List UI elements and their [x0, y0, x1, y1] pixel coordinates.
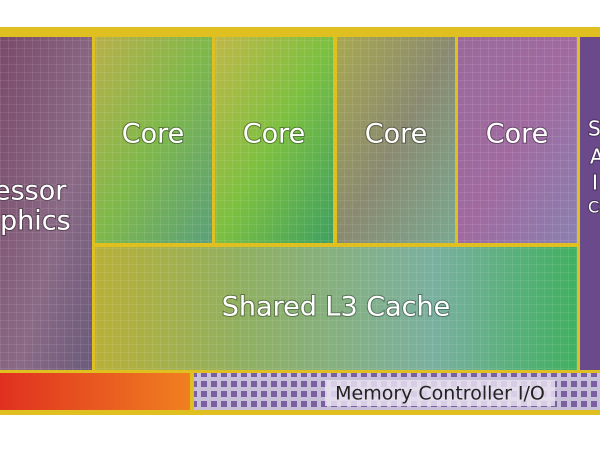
io-strip — [0, 373, 190, 410]
agent-region — [580, 37, 600, 370]
memory-label: Memory Controller I/O — [335, 383, 545, 405]
core-label: Core — [486, 119, 549, 150]
agent-label: C — [588, 198, 599, 217]
agent-label: A — [590, 145, 600, 169]
texture — [95, 247, 577, 370]
divider — [333, 37, 337, 243]
graphics-label: phics — [0, 206, 71, 237]
agent-label: S — [588, 117, 600, 141]
agent-label: I — [592, 171, 598, 195]
texture — [0, 37, 92, 370]
cache-label: Shared L3 Cache — [222, 292, 450, 323]
core-label: Core — [365, 119, 428, 150]
core-label: Core — [122, 119, 185, 150]
graphics-label: essor — [0, 176, 67, 207]
divider — [455, 37, 458, 243]
divider — [212, 37, 215, 243]
label-backdrop — [325, 380, 555, 406]
core-label: Core — [243, 119, 306, 150]
